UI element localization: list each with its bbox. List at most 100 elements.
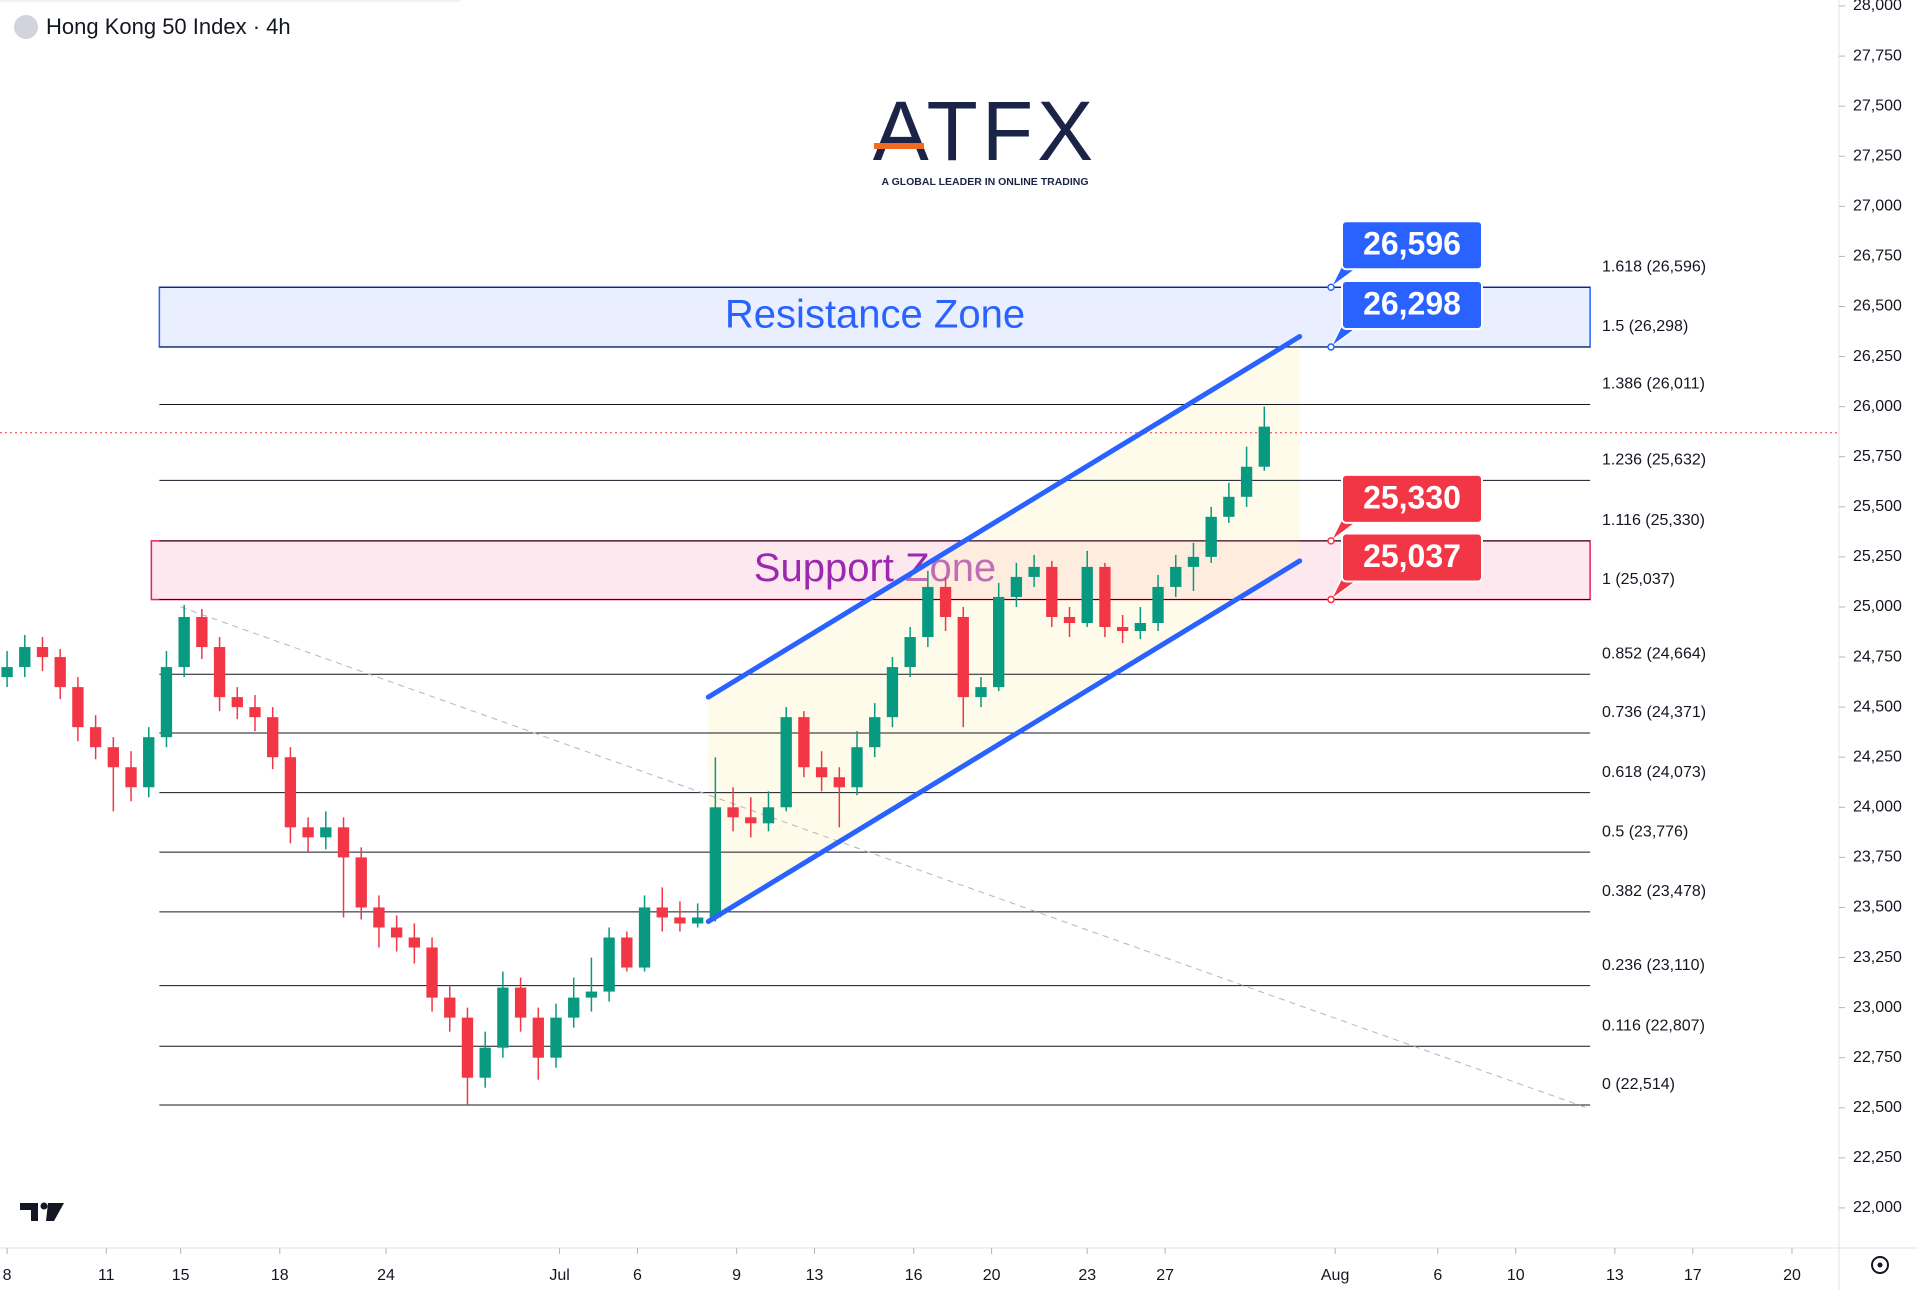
candle-body <box>249 707 261 718</box>
candle-body <box>390 927 403 938</box>
candle-body <box>1170 566 1182 587</box>
x-tick-label: 6 <box>1433 1267 1442 1284</box>
settings-gear[interactable] <box>1871 1256 1889 1274</box>
fib-label: 1.5 (26,298) <box>1602 318 1688 335</box>
logo-tagline: A GLOBAL LEADER IN ONLINE TRADING <box>881 176 1088 188</box>
fib-label: 1.236 (25,632) <box>1602 452 1706 469</box>
y-tick-label: 27,000 <box>1853 198 1902 215</box>
marker-anchor <box>1327 343 1335 351</box>
zone-label: Support Zone <box>754 546 996 590</box>
y-tick-label: 24,500 <box>1853 698 1902 715</box>
candle-body <box>36 647 49 658</box>
y-tick-label: 28,000 <box>1853 0 1902 14</box>
fib-label: 0.618 (24,073) <box>1602 764 1706 781</box>
x-tick-label: 10 <box>1507 1267 1525 1284</box>
channel-line <box>705 558 1303 924</box>
marker-box <box>1341 220 1483 271</box>
symbol-icon <box>14 15 38 39</box>
candle-body <box>1116 627 1129 632</box>
candle-body <box>1063 616 1076 623</box>
x-tick-label: 20 <box>1783 1267 1801 1284</box>
y-tick-label: 22,750 <box>1853 1049 1902 1066</box>
candle-body <box>1046 566 1058 617</box>
y-tick-label: 26,250 <box>1853 348 1902 365</box>
candle-body <box>1223 496 1235 517</box>
y-tick-label: 25,000 <box>1853 598 1902 615</box>
candle-body <box>780 717 792 808</box>
candle-body <box>691 917 704 924</box>
x-tick-label: 6 <box>633 1267 642 1284</box>
fib-label: 1 (25,037) <box>1602 571 1675 588</box>
candle-body <box>514 987 527 1018</box>
y-tick-label: 27,250 <box>1853 147 1902 164</box>
y-tick-label: 25,750 <box>1853 448 1902 465</box>
candle-body <box>1152 586 1164 623</box>
candle-body <box>284 757 297 828</box>
candle-body <box>762 807 775 824</box>
candle-body <box>709 807 722 918</box>
candle-body <box>869 717 881 748</box>
candle-body <box>550 1017 562 1058</box>
y-tick-label: 25,500 <box>1853 498 1902 515</box>
candle-body <box>337 827 350 858</box>
fib-label: 0.382 (23,478) <box>1602 883 1706 900</box>
plot-area: Resistance Zone Support Zone 1.618 (26,596… <box>0 220 1838 1109</box>
logo-text: ATFX <box>873 84 1097 178</box>
candle-body <box>444 997 456 1018</box>
fib-label: 1.386 (26,011) <box>1602 376 1705 393</box>
fib-label: 0.5 (23,776) <box>1602 823 1688 840</box>
candle-body <box>1205 516 1217 557</box>
candle-body <box>656 907 668 918</box>
candle-body <box>568 997 580 1018</box>
candle-body <box>1081 566 1093 623</box>
marker-label: 25,330 <box>1363 479 1461 515</box>
channel-line <box>705 334 1303 700</box>
candle-body <box>231 697 243 708</box>
candle-body <box>532 1017 544 1058</box>
y-tick-label: 24,000 <box>1853 799 1902 816</box>
y-tick-label: 26,000 <box>1853 398 1902 415</box>
candle-body <box>54 657 66 688</box>
candle-body <box>497 987 509 1048</box>
candle-body <box>1240 466 1253 497</box>
candle-body <box>993 596 1005 688</box>
candle-body <box>107 747 119 768</box>
candle-body <box>939 586 952 617</box>
candle-body <box>408 937 421 948</box>
candle-body <box>213 647 226 698</box>
y-tick-label: 23,750 <box>1853 849 1902 866</box>
y-tick-label: 22,500 <box>1853 1099 1902 1116</box>
candle-body <box>302 827 314 838</box>
marker-anchor <box>1327 595 1335 604</box>
settings-icon[interactable] <box>1871 1256 1889 1274</box>
y-tick-label: 25,250 <box>1853 548 1902 565</box>
candle-body <box>143 737 155 788</box>
fib-label: 1.116 (25,330) <box>1602 512 1705 529</box>
zone-label: Resistance Zone <box>725 293 1025 337</box>
x-tick-label: Aug <box>1321 1267 1349 1284</box>
candle-body <box>922 586 934 638</box>
x-tick-label: 11 <box>98 1267 115 1284</box>
x-tick-label: 23 <box>1078 1267 1096 1284</box>
candle-body <box>1099 566 1111 628</box>
y-tick-label: 26,500 <box>1853 298 1902 315</box>
y-tick-label: 27,750 <box>1853 47 1902 64</box>
candle-body <box>1 667 13 678</box>
tv-logo-part <box>40 1202 48 1210</box>
trendline <box>180 606 1587 1109</box>
candle-body <box>745 817 757 824</box>
y-tick-label: 24,750 <box>1853 648 1902 665</box>
candle-body <box>320 827 332 838</box>
x-tick-label: 24 <box>377 1267 395 1284</box>
y-tick-label: 23,000 <box>1853 999 1902 1016</box>
x-tick-label: 13 <box>1606 1267 1624 1284</box>
x-tick-label: 17 <box>1684 1267 1702 1284</box>
candle-body <box>19 647 31 668</box>
x-tick-label: 27 <box>1156 1267 1174 1284</box>
settings-gear-center[interactable] <box>1877 1262 1883 1268</box>
x-tick-label: 9 <box>732 1267 741 1284</box>
candle-body <box>426 947 438 998</box>
fib-label: 0.852 (24,664) <box>1602 645 1706 662</box>
candle-body <box>479 1047 491 1078</box>
